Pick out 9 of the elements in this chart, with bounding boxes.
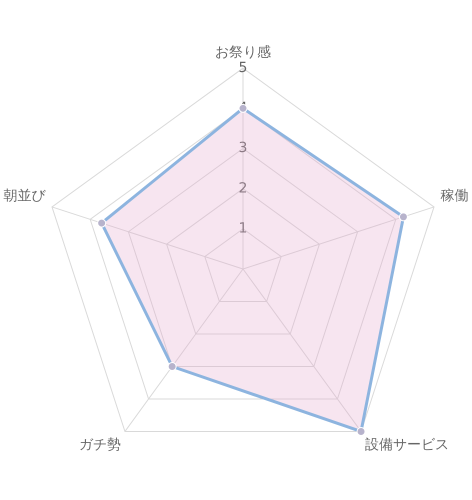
spoke-label: 稼働	[440, 188, 469, 204]
y-tick-label: 1	[238, 220, 248, 236]
spoke-label: 朝並び	[3, 188, 46, 204]
y-tick-label: 5	[238, 60, 248, 76]
y-tick-label: 2	[238, 180, 248, 196]
spoke-label: 設備サービス	[365, 437, 450, 454]
spoke-label: ガチ勢	[78, 437, 121, 454]
spoke-label: お祭り感	[215, 44, 271, 60]
y-tick-label: 3	[238, 140, 248, 156]
